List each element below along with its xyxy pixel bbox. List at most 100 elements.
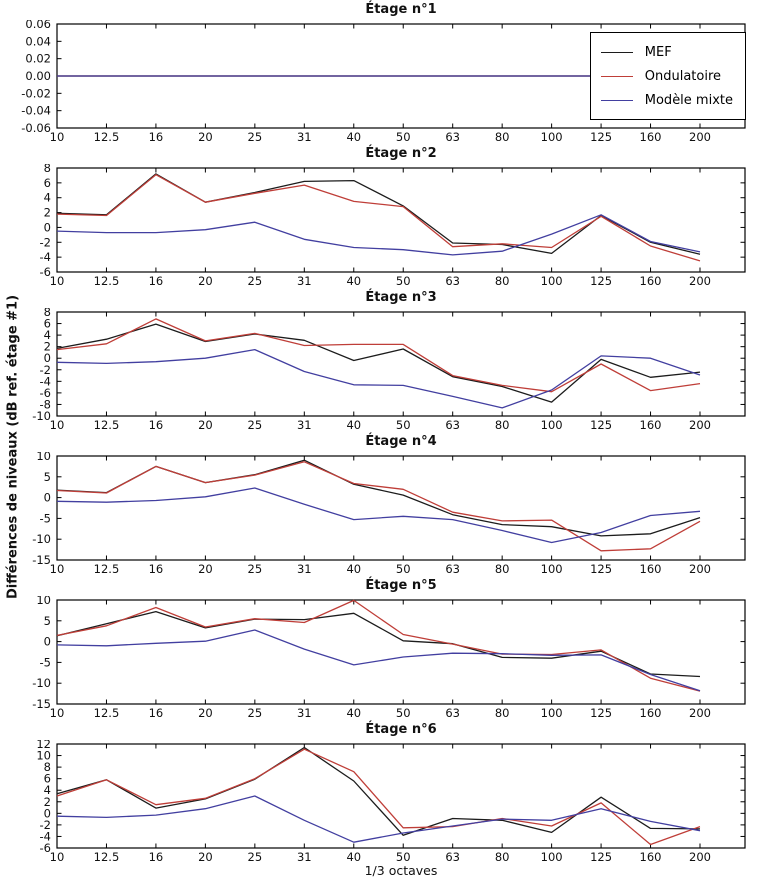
x-tick-label: 12.5	[94, 274, 120, 288]
y-tick-label: -10	[32, 532, 51, 546]
x-tick-label: 20	[198, 850, 213, 864]
x-tick-label: 80	[495, 850, 510, 864]
x-tick-label: 20	[198, 130, 213, 144]
x-tick-label: 50	[396, 562, 411, 576]
x-tick-label: 12.5	[94, 706, 120, 720]
x-tick-label: 16	[149, 130, 164, 144]
x-tick-label: 100	[541, 130, 563, 144]
series-line-mef	[56, 746, 701, 836]
y-tick-label: -2	[40, 363, 51, 377]
x-tick-label: 125	[590, 130, 612, 144]
x-tick-label: 50	[396, 850, 411, 864]
legend-row: Modèle mixte	[600, 88, 733, 112]
y-tick-label: -5	[40, 511, 51, 525]
y-tick-label: 0	[44, 806, 51, 820]
x-tick-label: 125	[590, 706, 612, 720]
y-tick-label: -4	[40, 250, 51, 264]
y-tick-label: 6	[44, 772, 51, 786]
subplot-etage-4: Étage n°4 -15 -10 -5 0 5 10 10 12.5 16 20 25 31 40 50…	[0, 432, 760, 576]
x-tick-label: 100	[541, 706, 563, 720]
series-line-ondulatoire	[56, 461, 701, 552]
x-tick-label: 200	[689, 850, 711, 864]
y-tick-label: 12	[36, 740, 51, 751]
x-tick-label: 125	[590, 418, 612, 432]
subplot-etage-5: Étage n°5 -15 -10 -5 0 5 10 10 12.5 16 20 25 31 40 50…	[0, 576, 760, 720]
x-tick-label: 31	[297, 850, 312, 864]
x-tick-label: 40	[346, 706, 361, 720]
x-tick-label: 12.5	[94, 850, 120, 864]
y-tick-label: -6	[40, 265, 51, 279]
y-tick-label: 0	[44, 351, 51, 365]
y-tick-label: 10	[36, 596, 51, 607]
x-tick-label: 63	[445, 418, 460, 432]
series-line-mod-le-mixte	[56, 487, 701, 544]
x-tick-label: 80	[495, 130, 510, 144]
x-tick-label: 20	[198, 274, 213, 288]
series-line-mod-le-mixte	[56, 629, 701, 692]
chart-title: Étage n°5	[365, 578, 437, 593]
x-tick-label: 40	[346, 274, 361, 288]
x-tick-label: 50	[396, 418, 411, 432]
x-tick-label: 80	[495, 562, 510, 576]
x-tick-label: 10	[50, 130, 65, 144]
x-tick-label: 63	[445, 562, 460, 576]
legend-line-swatch-modele-mixte	[600, 99, 633, 101]
y-tick-label: -15	[32, 697, 51, 711]
x-tick-label: 63	[445, 706, 460, 720]
y-tick-label: 6	[44, 176, 51, 190]
legend-line-swatch-ondulatoire	[600, 75, 633, 77]
x-tick-label: 50	[396, 706, 411, 720]
x-tick-label: 12.5	[94, 130, 120, 144]
y-tick-label: 0	[44, 220, 51, 234]
y-tick-label: -0.06	[21, 121, 51, 135]
x-tick-label: 40	[346, 562, 361, 576]
x-tick-label: 31	[297, 130, 312, 144]
y-tick-label: -6	[40, 841, 51, 855]
legend-label: Ondulatoire	[644, 68, 722, 84]
x-tick-label: 20	[198, 562, 213, 576]
x-tick-label: 40	[346, 130, 361, 144]
x-tick-label: 25	[248, 562, 263, 576]
series-line-mef	[56, 459, 701, 537]
x-tick-label: 200	[689, 418, 711, 432]
legend-line-swatch-mef	[600, 51, 633, 53]
x-tick-label: 12.5	[94, 562, 120, 576]
y-tick-label: 5	[44, 470, 51, 484]
x-tick-label: 31	[297, 706, 312, 720]
x-tick-label: 40	[346, 418, 361, 432]
x-tick-label: 31	[297, 562, 312, 576]
chart-svg-etage-5: -15 -10 -5 0 5 10 10 12.5 16 20 25 31 40 50 63 80 100 125…	[32, 596, 746, 720]
x-tick-label: 200	[689, 706, 711, 720]
x-tick-label: 25	[248, 130, 263, 144]
x-tick-label: 20	[198, 706, 213, 720]
x-tick-label: 10	[50, 418, 65, 432]
y-tick-label: 10	[36, 452, 51, 463]
x-tick-label: 31	[297, 418, 312, 432]
x-tick-label: 12.5	[94, 418, 120, 432]
x-tick-label: 80	[495, 418, 510, 432]
subplot-etage-1: Étage n°1 -0.06 -0.04 -0.02 0.00 0.02 0.04 0.0…	[0, 0, 760, 144]
series-line-mod-le-mixte	[56, 348, 701, 409]
x-tick-label: 125	[590, 850, 612, 864]
x-tick-label: 200	[689, 562, 711, 576]
axes-frame	[56, 455, 746, 561]
series-line-mod-le-mixte	[56, 214, 701, 256]
x-tick-label: 40	[346, 850, 361, 864]
legend-label: MEF	[644, 44, 672, 60]
x-tick-label: 80	[495, 274, 510, 288]
y-tick-label: -0.02	[21, 86, 51, 100]
x-axis-label: 1/3 octaves	[364, 863, 438, 878]
y-tick-label: 0.00	[25, 69, 51, 83]
x-tick-label: 160	[640, 130, 662, 144]
legend-label: Modèle mixte	[644, 92, 733, 108]
x-tick-label: 16	[149, 562, 164, 576]
y-tick-label: -10	[32, 676, 51, 690]
x-tick-label: 160	[640, 562, 662, 576]
x-tick-label: 10	[50, 706, 65, 720]
y-tick-label: -4	[40, 829, 51, 843]
x-tick-label: 63	[445, 274, 460, 288]
y-tick-label: 4	[44, 328, 51, 342]
